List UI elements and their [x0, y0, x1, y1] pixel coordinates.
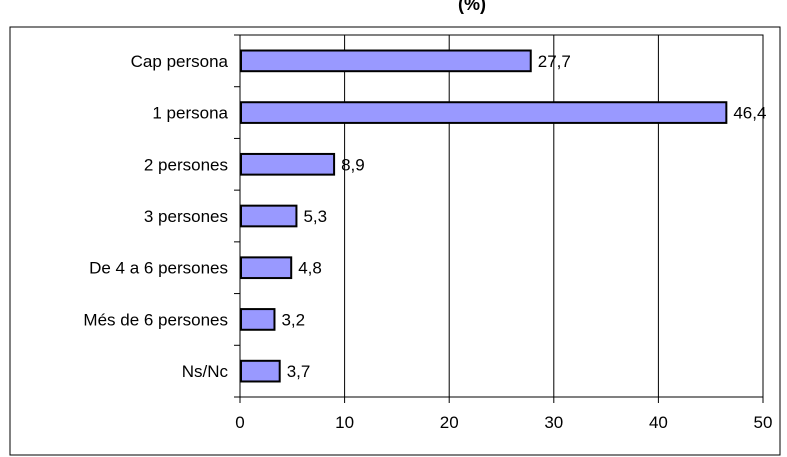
bar-3: [241, 206, 296, 227]
x-tick-label-50: 50: [754, 413, 773, 432]
chart-title: (%): [458, 0, 486, 14]
x-tick-label-20: 20: [440, 413, 459, 432]
x-tick-label-40: 40: [649, 413, 668, 432]
category-label-0: Cap persona: [131, 52, 229, 71]
data-label-1: 46,4: [733, 104, 766, 123]
category-label-6: Ns/Nc: [182, 362, 229, 381]
category-label-1: 1 persona: [152, 104, 228, 123]
x-tick-label-30: 30: [544, 413, 563, 432]
x-tick-label-10: 10: [335, 413, 354, 432]
data-label-2: 8,9: [341, 155, 365, 174]
bar-1: [241, 102, 726, 123]
category-label-3: 3 persones: [144, 207, 228, 226]
x-tick-label-0: 0: [235, 413, 244, 432]
category-label-5: Més de 6 persones: [83, 310, 228, 329]
bar-2: [241, 154, 334, 175]
data-label-4: 4,8: [298, 259, 322, 278]
data-label-6: 3,7: [287, 362, 311, 381]
bar-5: [241, 309, 274, 330]
data-label-0: 27,7: [538, 52, 571, 71]
bar-0: [241, 51, 531, 72]
data-label-5: 3,2: [281, 310, 305, 329]
data-label-3: 5,3: [303, 207, 327, 226]
bar-4: [241, 257, 291, 278]
category-label-4: De 4 a 6 persones: [89, 259, 228, 278]
category-label-2: 2 persones: [144, 155, 228, 174]
bar-6: [241, 361, 280, 382]
